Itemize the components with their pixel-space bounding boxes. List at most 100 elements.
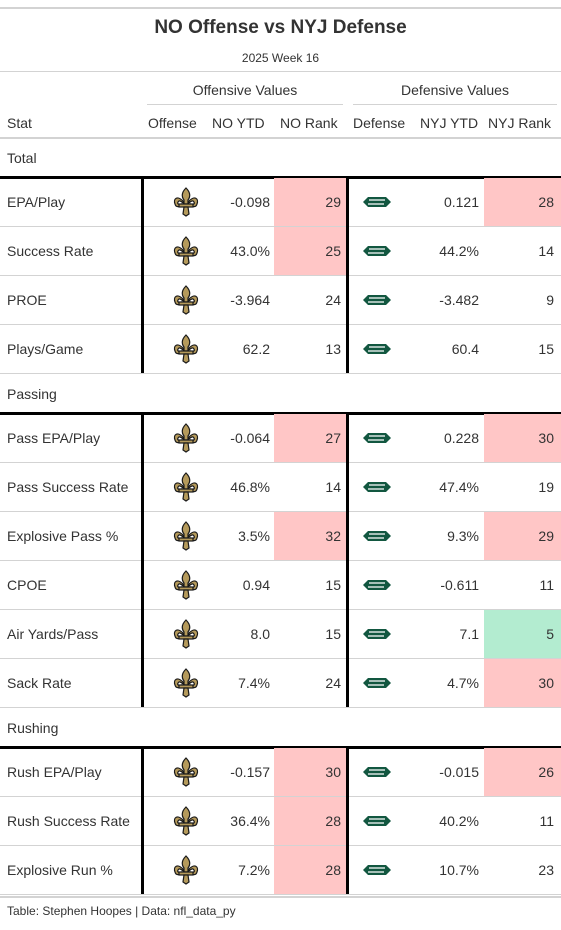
nyj-ytd-value: 10.7% — [439, 862, 479, 878]
nyj-ytd-value: -0.611 — [440, 577, 479, 593]
defense-spanner: Defensive Values — [401, 82, 509, 98]
nyj-rank-highlight — [484, 659, 561, 707]
saints-fleur-de-lis-icon — [146, 561, 226, 609]
table-row: Pass EPA/Play -0.064 27 0.228 30 — [0, 414, 561, 463]
nyj-rank-value: 26 — [538, 764, 554, 780]
nyj-rank-value: 28 — [538, 194, 554, 210]
nyj-rank-value: 23 — [538, 862, 554, 878]
row-group-label: Rushing — [7, 720, 59, 736]
stat-name: Air Yards/Pass — [7, 626, 99, 642]
row-divider — [0, 609, 561, 610]
stat-name: EPA/Play — [7, 194, 66, 210]
source-note: Table: Stephen Hoopes | Data: nfl_data_p… — [7, 904, 236, 918]
table-row: Air Yards/Pass 8.0 15 7.1 5 — [0, 610, 561, 659]
group-top-rule — [0, 746, 561, 749]
nyj-ytd-value: 40.2% — [439, 813, 479, 829]
column-header-no-ytd: NO YTD — [212, 115, 265, 131]
nyj-rank-value: 30 — [538, 430, 554, 446]
no-ytd-value: 36.4% — [230, 813, 270, 829]
jets-logo-icon — [350, 748, 404, 796]
no-rank-value: 27 — [325, 430, 341, 446]
row-divider — [0, 658, 561, 659]
group-top-rule — [0, 412, 561, 415]
table-title: NO Offense vs NYJ Defense — [154, 17, 407, 38]
saints-fleur-de-lis-icon — [146, 610, 226, 658]
no-ytd-value: 0.94 — [242, 577, 270, 593]
nyj-rank-value: 14 — [538, 243, 554, 259]
nyj-rank-value: 5 — [546, 626, 554, 642]
nyj-rank-highlight — [484, 748, 561, 796]
no-ytd-value: -0.157 — [230, 764, 270, 780]
defense-spanner-line — [353, 104, 557, 105]
saints-fleur-de-lis-icon — [146, 227, 226, 275]
stat-name: Explosive Run % — [7, 862, 113, 878]
header-rule — [0, 71, 561, 72]
jets-logo-icon — [350, 512, 404, 560]
row-divider — [0, 796, 561, 797]
stat-name: PROE — [7, 292, 47, 308]
row-divider — [0, 373, 561, 374]
no-rank-value: 13 — [325, 341, 341, 357]
offense-spanner-line — [147, 104, 343, 105]
nyj-ytd-value: 4.7% — [447, 675, 479, 691]
nyj-ytd-value: 60.4 — [451, 341, 479, 357]
column-header-stat: Stat — [7, 115, 32, 131]
jets-logo-icon — [350, 227, 404, 275]
table-row: Success Rate 43.0% 25 44.2% 14 — [0, 227, 561, 276]
no-rank-value: 15 — [325, 626, 341, 642]
table-row: Rush EPA/Play -0.157 30 -0.015 26 — [0, 748, 561, 797]
stat-name: CPOE — [7, 577, 47, 593]
saints-fleur-de-lis-icon — [146, 414, 226, 462]
no-rank-highlight — [274, 797, 347, 845]
defense-column-divider — [346, 413, 349, 707]
row-group-label: Total — [7, 150, 37, 166]
table-row: EPA/Play -0.098 29 0.121 28 — [0, 178, 561, 227]
nyj-ytd-value: 9.3% — [447, 528, 479, 544]
jets-logo-icon — [350, 178, 404, 226]
table-row: Rush Success Rate 36.4% 28 40.2% 11 — [0, 797, 561, 846]
offense-column-divider — [141, 177, 144, 373]
group-top-rule — [0, 176, 561, 179]
no-rank-highlight — [274, 748, 347, 796]
nyj-rank-highlight — [484, 414, 561, 462]
saints-fleur-de-lis-icon — [146, 846, 226, 894]
no-rank-value: 15 — [325, 577, 341, 593]
jets-logo-icon — [350, 561, 404, 609]
nyj-rank-value: 11 — [539, 577, 554, 593]
no-rank-highlight — [274, 414, 347, 462]
no-rank-value: 24 — [325, 675, 341, 691]
no-ytd-value: -0.098 — [230, 194, 270, 210]
saints-fleur-de-lis-icon — [146, 178, 226, 226]
table-row: Explosive Pass % 3.5% 32 9.3% 29 — [0, 512, 561, 561]
top-rule — [0, 7, 561, 9]
nyj-rank-value: 15 — [538, 341, 554, 357]
offense-column-divider — [141, 747, 144, 894]
jets-logo-icon — [350, 797, 404, 845]
no-ytd-value: 7.4% — [238, 675, 270, 691]
nyj-ytd-value: 0.228 — [443, 430, 479, 446]
table-subtitle: 2025 Week 16 — [241, 51, 320, 65]
nyj-rank-value: 19 — [538, 479, 554, 495]
table-row: Pass Success Rate 46.8% 14 47.4% 19 — [0, 463, 561, 512]
table-row: Plays/Game 62.2 13 60.4 15 — [0, 325, 561, 374]
stat-name: Pass Success Rate — [7, 479, 129, 495]
no-ytd-value: 8.0 — [250, 626, 270, 642]
saints-fleur-de-lis-icon — [146, 276, 226, 324]
column-header-rule — [0, 137, 561, 139]
no-rank-highlight — [274, 846, 347, 894]
row-divider — [0, 226, 561, 227]
jets-logo-icon — [350, 325, 404, 373]
no-rank-value: 30 — [325, 764, 341, 780]
stat-name: Pass EPA/Play — [7, 430, 101, 446]
nyj-ytd-value: 47.4% — [439, 479, 479, 495]
no-rank-highlight — [274, 512, 347, 560]
jets-logo-icon — [350, 659, 404, 707]
jets-logo-icon — [350, 276, 404, 324]
nyj-rank-highlight — [484, 610, 561, 658]
stat-name: Plays/Game — [7, 341, 84, 357]
nyj-rank-value: 29 — [538, 528, 554, 544]
jets-logo-icon — [350, 610, 404, 658]
row-divider — [0, 707, 561, 708]
table-row: CPOE 0.94 15 -0.611 11 — [0, 561, 561, 610]
